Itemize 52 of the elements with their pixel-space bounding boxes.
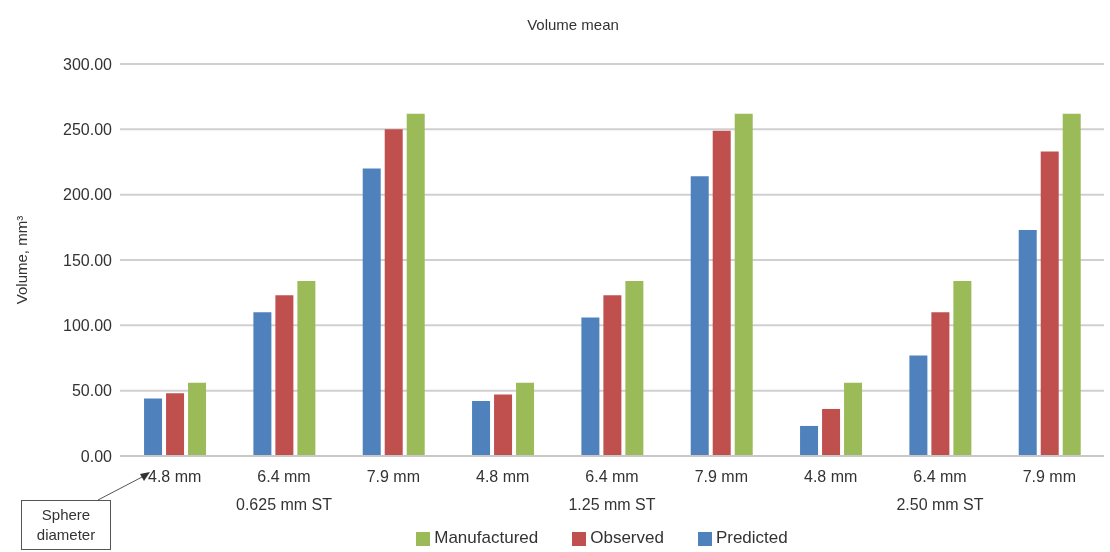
bar (494, 394, 513, 456)
bar (516, 382, 535, 456)
bar (362, 168, 381, 456)
y-tick-label: 300.00 (63, 55, 113, 73)
bar (144, 398, 163, 456)
bar (603, 295, 622, 456)
y-tick-label: 150.00 (63, 251, 113, 269)
bar (844, 382, 863, 456)
y-tick-label: 250.00 (63, 121, 113, 139)
bar (188, 382, 207, 456)
bar (384, 129, 403, 456)
bar (625, 280, 644, 456)
x-tick-label: 6.4 mm (913, 468, 967, 485)
bar (253, 312, 272, 456)
y-tick-label: 0.00 (80, 447, 113, 465)
bar (275, 295, 294, 456)
bar (472, 401, 491, 456)
x-tick-label: 6.4 mm (257, 468, 311, 485)
x-tick-label: 7.9 mm (366, 468, 421, 485)
bar (931, 312, 950, 456)
bar (953, 280, 972, 456)
chart-title: Volume mean (526, 16, 620, 33)
legend-label: Observed (590, 528, 664, 547)
bar (1018, 229, 1037, 456)
y-tick-label: 100.00 (63, 317, 113, 335)
bar (800, 425, 819, 456)
note-box: Sphere diameter (21, 500, 111, 550)
bar (297, 280, 316, 456)
legend-label: Predicted (715, 528, 788, 547)
bar (690, 176, 709, 456)
bar (166, 393, 185, 456)
bar (822, 408, 841, 456)
bar (909, 355, 928, 456)
x-tick-label: 4.8 mm (147, 468, 202, 485)
x-tick-label: 4.8 mm (475, 468, 530, 485)
bar (1040, 151, 1059, 456)
text: 1.25 mm ST (568, 496, 656, 513)
x-tick-label: 7.9 mm (1022, 468, 1077, 485)
x-tick-label: 6.4 mm (585, 468, 639, 485)
y-tick-label: 200.00 (63, 186, 113, 204)
legend-label: Manufactured (434, 528, 539, 547)
bar (406, 113, 425, 456)
x-tick-label: 7.9 mm (694, 468, 749, 485)
text: 2.50 mm ST (896, 496, 984, 513)
y-tick-label: 50.00 (71, 382, 113, 400)
bar (1062, 113, 1081, 456)
bar (712, 130, 731, 456)
text: 0.625 mm ST (235, 496, 333, 513)
x-tick-label: 4.8 mm (803, 468, 858, 485)
bar (734, 113, 753, 456)
bar (581, 317, 600, 456)
y-axis-title: Volume, mm³ (13, 215, 31, 305)
